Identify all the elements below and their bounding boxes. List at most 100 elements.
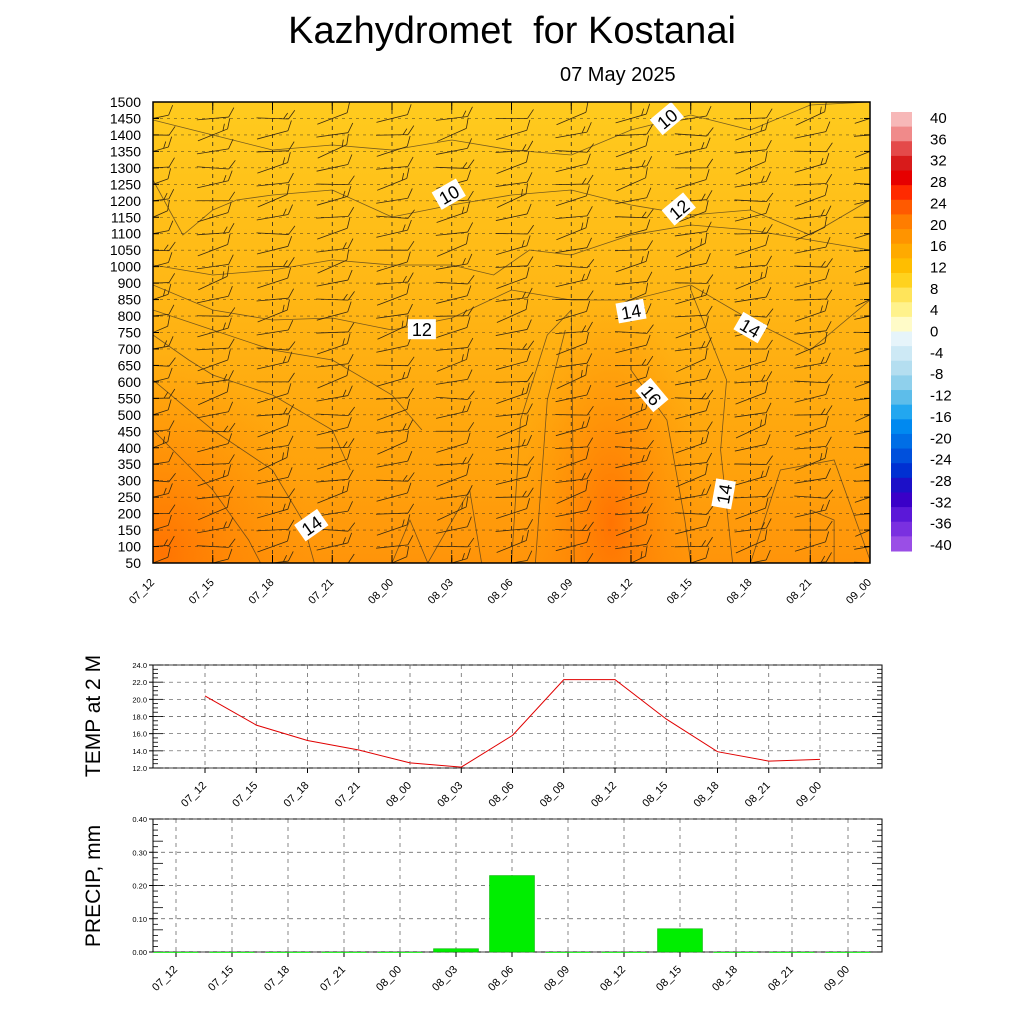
wind-barb-icon: [555, 437, 594, 449]
wind-barb-icon: [435, 337, 474, 351]
x-tick-label: 08_06: [486, 964, 516, 994]
temperature-axis-label: TEMP at 2 M: [82, 655, 105, 777]
wind-barb-icon: [555, 384, 592, 403]
wind-barb-icon: [734, 224, 773, 235]
wind-barb-icon: [495, 203, 532, 221]
wind-barb-icon: [153, 514, 172, 536]
x-tick-label: 07_21: [306, 577, 336, 607]
x-tick-label: 09_00: [794, 780, 824, 810]
contour-line: [511, 309, 575, 563]
wind-barb-icon: [794, 499, 831, 518]
wind-barb-icon: [734, 371, 773, 384]
wind-barb-icon: [854, 344, 870, 354]
wind-barb-icon: [854, 164, 870, 171]
wind-barb-icon: [317, 102, 350, 125]
wind-barb-icon: [436, 201, 471, 223]
wind-barb-icon: [196, 107, 235, 121]
wind-barb-icon: [376, 451, 413, 468]
wind-barb-icon: [196, 191, 236, 202]
x-tick-label: 08_18: [710, 964, 740, 994]
wind-barb-icon: [153, 357, 176, 367]
wind-barb-icon: [735, 497, 769, 520]
x-tick-label: 08_21: [743, 780, 773, 810]
wind-barb-icon: [197, 286, 233, 304]
wind-barb-icon: [616, 167, 648, 192]
wind-barb-icon: [794, 468, 831, 484]
precipitation-bar: [265, 952, 311, 953]
wind-barb-icon: [256, 467, 293, 485]
precipitation-bar: [825, 952, 871, 953]
wind-barb-icon: [435, 275, 475, 285]
wind-barb-icon: [153, 283, 172, 306]
colorbar-tick-label: 36: [930, 131, 947, 148]
wind-barb-icon: [614, 208, 654, 219]
colorbar-segment: [891, 243, 912, 259]
wind-barb-icon: [795, 184, 829, 207]
y-tick-label: 0.20: [132, 882, 147, 891]
wind-barb-icon: [615, 440, 654, 450]
x-tick-label: 08_18: [725, 577, 755, 607]
y-tick-label: 300: [118, 473, 142, 489]
x-tick-label: 08_00: [384, 780, 414, 810]
colorbar-segment: [891, 155, 912, 172]
x-tick-label: 08_15: [640, 780, 670, 810]
x-tick-label: 07_18: [282, 780, 312, 810]
y-tick-label: 22.0: [132, 678, 147, 687]
precipitation-bar: [713, 952, 759, 953]
wind-barb-icon: [316, 333, 351, 355]
wind-barb-icon: [197, 381, 230, 406]
wind-barb-icon: [153, 336, 174, 353]
wind-barb-icon: [674, 274, 714, 284]
precipitation-bar: [321, 952, 367, 953]
wind-barb-icon: [196, 454, 235, 466]
wind-barb-icon: [854, 260, 870, 273]
wind-barb-icon: [316, 532, 353, 551]
wind-barb-icon: [675, 316, 709, 339]
wind-barb-icon: [855, 145, 870, 158]
y-tick-label: 1200: [110, 193, 141, 209]
wind-barb-icon: [615, 250, 650, 273]
y-tick-label: 450: [118, 423, 142, 439]
colorbar-segment: [891, 360, 912, 376]
wind-barb-icon: [555, 521, 594, 532]
wind-barb-icon: [615, 481, 650, 503]
wind-barb-icon: [853, 446, 870, 449]
wind-barb-icon: [854, 182, 870, 186]
wind-barb-icon: [555, 321, 593, 335]
wind-barb-icon: [675, 515, 711, 535]
y-tick-label: 1350: [110, 143, 141, 159]
wind-barb-icon: [794, 258, 833, 268]
wind-barb-icon: [555, 300, 591, 322]
wind-barb-icon: [197, 464, 232, 487]
wind-barb-icon: [436, 117, 469, 142]
precipitation-bar: [153, 952, 199, 953]
wind-barb-icon: [316, 175, 355, 186]
wind-barb-icon: [317, 480, 350, 504]
wind-barb-icon: [153, 273, 176, 285]
wind-barb-icon: [436, 285, 472, 304]
wind-barb-icon: [675, 400, 711, 420]
wind-barb-icon: [436, 400, 472, 419]
wind-barb-icon: [316, 238, 354, 253]
wind-barb-icon: [435, 390, 475, 400]
y-tick-label: 250: [118, 489, 142, 505]
wind-barb-icon: [495, 224, 534, 235]
wind-barb-icon: [556, 448, 590, 471]
wind-barb-icon: [436, 464, 470, 487]
wind-barb-icon: [674, 505, 714, 515]
y-tick-label: 1050: [110, 242, 141, 258]
wind-barb-icon: [153, 304, 175, 319]
wind-barb-icon: [555, 153, 591, 173]
wind-barb-icon: [197, 548, 233, 563]
wind-barb-icon: [794, 236, 831, 254]
wind-barb-icon: [794, 121, 831, 139]
wind-barb-icon: [495, 287, 533, 302]
wind-barb-icon: [256, 320, 294, 336]
temperature-panel: 07_12 07_15 07_18 07_21 08_00 08_03 08_06 08_09…: [132, 661, 883, 810]
x-tick-label: 08_21: [784, 577, 814, 607]
wind-barb-icon: [377, 167, 410, 191]
wind-barb-icon: [316, 301, 352, 321]
wind-barb-icon: [316, 185, 352, 206]
colorbar-tick-label: 4: [930, 302, 938, 319]
